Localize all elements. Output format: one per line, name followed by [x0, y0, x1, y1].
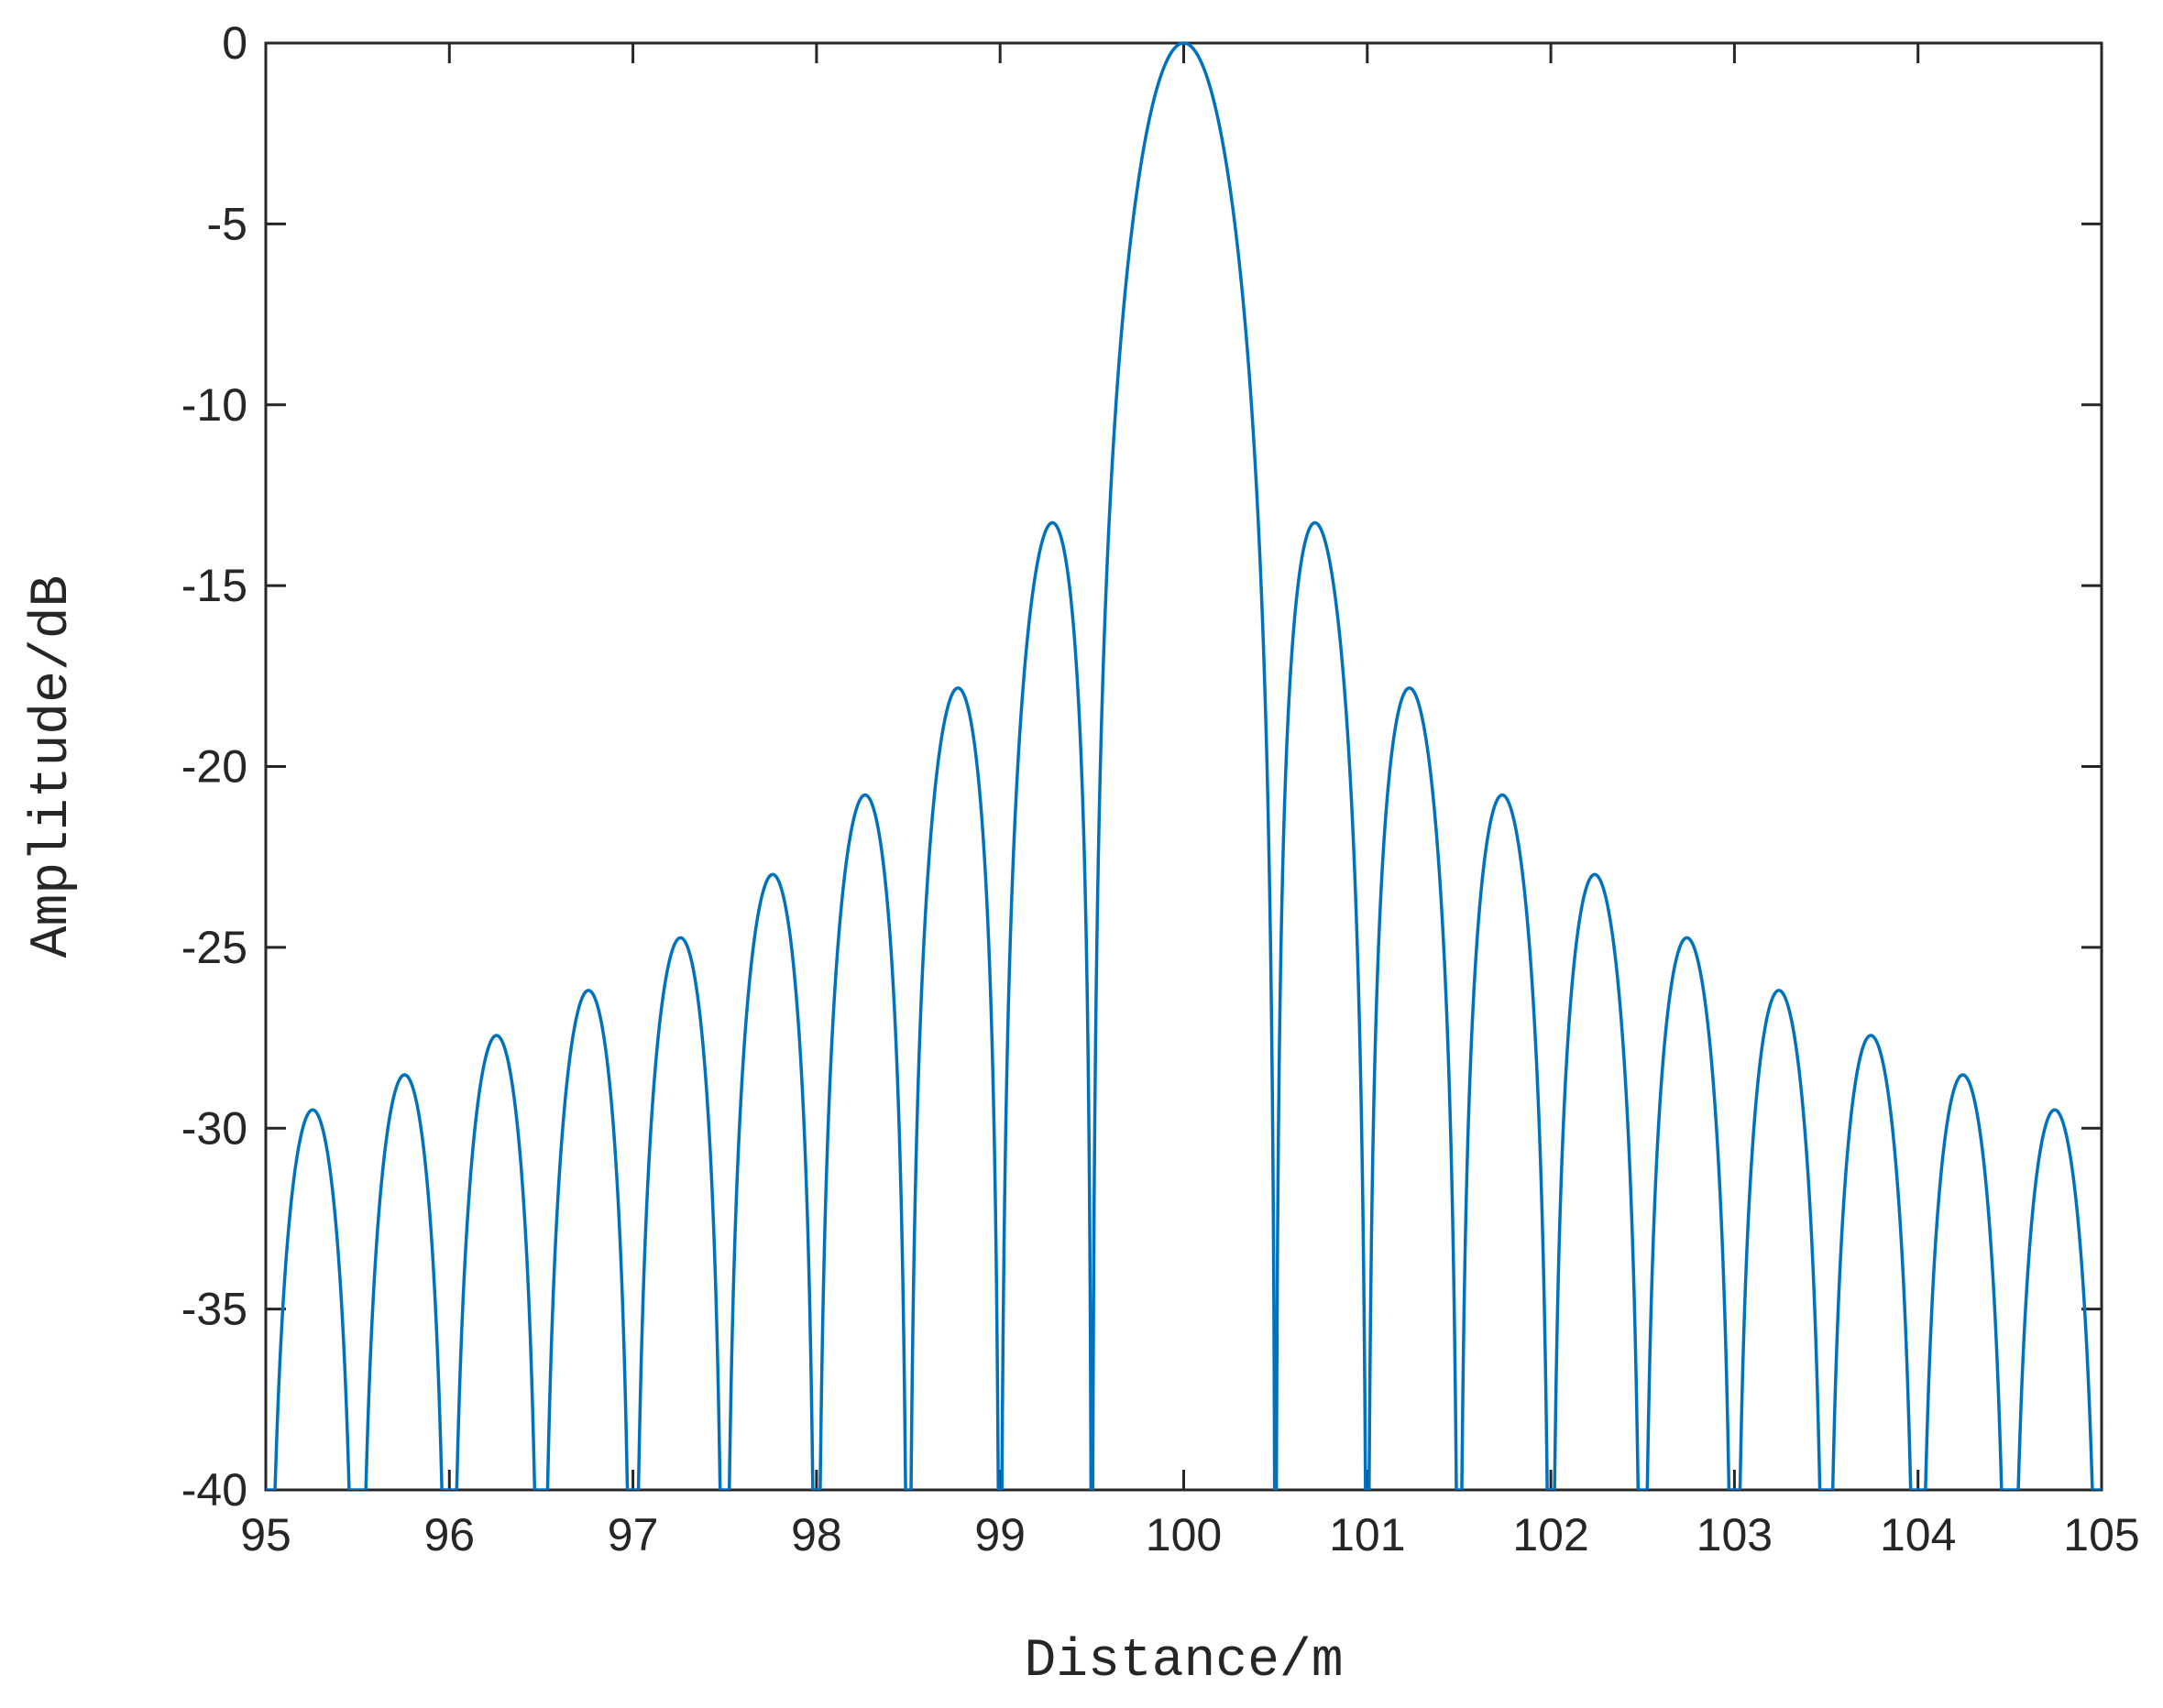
text-layer: Distance/m Amplitude/dB 95 96 97 98 99 100 101…: [23, 17, 2140, 1692]
x-tick-label: 102: [1512, 1509, 1588, 1560]
lobe-peak-point: [2054, 1109, 2058, 1112]
y-tick-label: -40: [181, 1464, 247, 1516]
axes-layer: [264, 41, 2103, 1492]
x-tick-label: 100: [1146, 1509, 1222, 1560]
x-tick-label: 103: [1696, 1509, 1773, 1560]
x-tick-label: 95: [240, 1509, 291, 1560]
lobe-peak-point: [1044, 522, 1048, 526]
x-axis-label: Distance/m: [1024, 1632, 1343, 1692]
y-tick-label: -10: [181, 379, 247, 431]
x-tick-label: 101: [1329, 1509, 1405, 1560]
lobe-peak-point: [401, 1076, 405, 1079]
lobe-peak-point: [1686, 938, 1690, 942]
lobe-peak-point: [1411, 689, 1415, 693]
y-axis-label: Amplitude/dB: [23, 575, 82, 958]
lobe-peak-point: [861, 794, 864, 797]
lobe-peak-point: [1503, 794, 1507, 797]
plot-frame: [264, 41, 2103, 1492]
x-tick-label: 98: [791, 1509, 842, 1560]
lobe-peak-point: [586, 989, 589, 992]
lobe-peak-point: [769, 873, 773, 877]
lobe-peak-point: [677, 938, 681, 942]
series-line: [266, 41, 2102, 1490]
y-tick-label: -5: [207, 198, 247, 249]
y-tick-label: -25: [181, 922, 247, 973]
x-tick-label: 97: [608, 1509, 659, 1560]
y-tick-label: -30: [181, 1102, 247, 1154]
y-tick-label: -35: [181, 1284, 247, 1335]
lobe-peak-point: [1778, 989, 1782, 992]
x-tick-label: 104: [1880, 1509, 1956, 1560]
y-tick-label: 0: [222, 17, 247, 69]
data-layer: [266, 41, 2102, 1490]
y-tick-label: -20: [181, 741, 247, 793]
x-tick-label: 105: [2063, 1509, 2139, 1560]
lobe-peak-point: [493, 1033, 497, 1036]
lobe-peak-point: [952, 689, 956, 693]
x-tick-label: 99: [974, 1509, 1026, 1560]
lobe-peak-point: [1320, 522, 1323, 526]
lobe-peak-point: [1595, 873, 1598, 877]
x-tick-label: 96: [423, 1509, 475, 1560]
lobe-peak-point: [1962, 1076, 1966, 1079]
y-tick-label: -15: [181, 560, 247, 611]
lobe-peak-point: [1871, 1033, 1874, 1036]
lobe-peak-point: [1182, 41, 1186, 45]
lobe-peak-point: [310, 1109, 313, 1112]
